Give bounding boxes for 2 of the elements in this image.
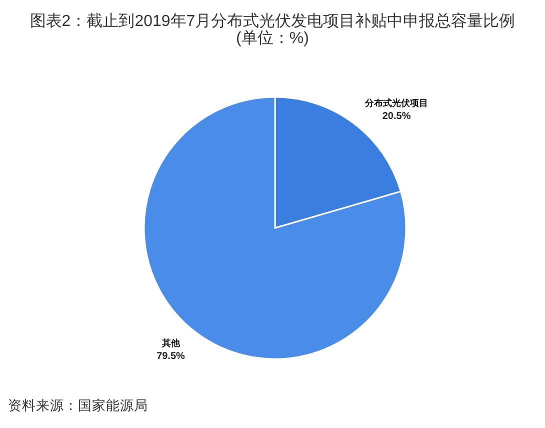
title: 图表2：截止到2019年7月分布式光伏发电项目补贴中申报总容量比例 — [30, 13, 516, 30]
subtitle: (单位：%) — [236, 30, 309, 47]
